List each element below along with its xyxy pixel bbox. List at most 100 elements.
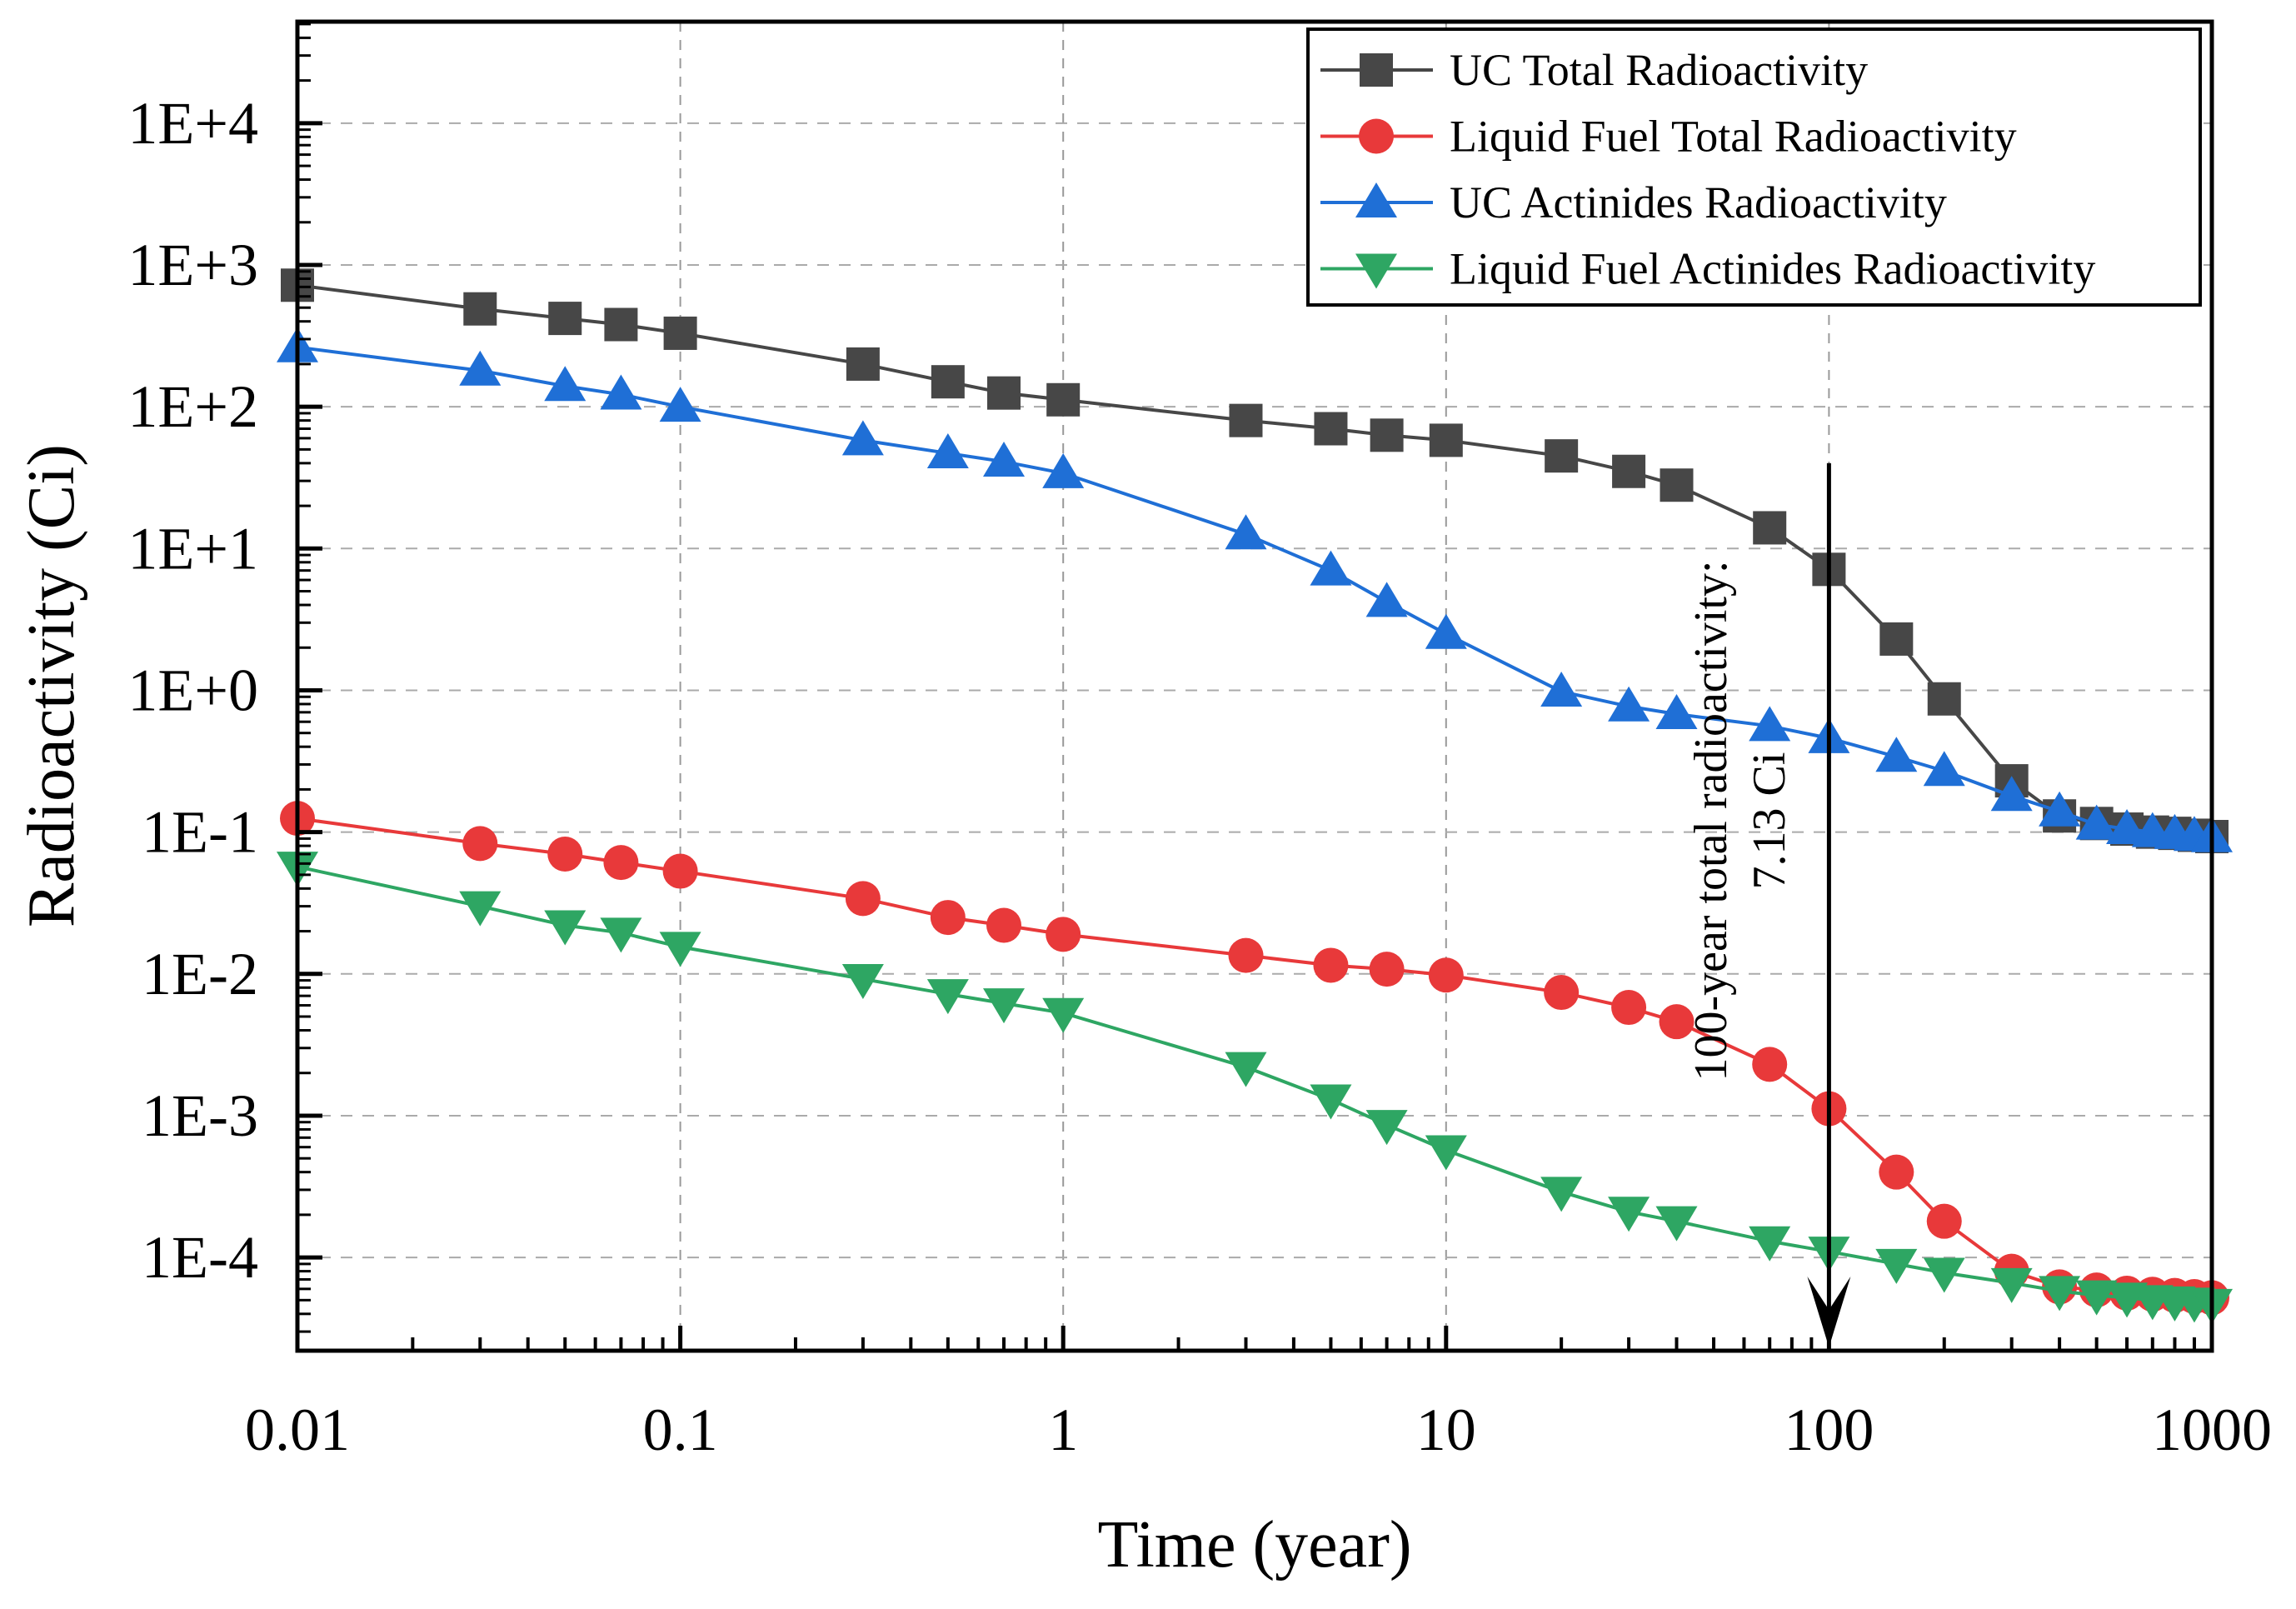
data-point [987, 376, 1021, 410]
data-point [1608, 686, 1650, 722]
y-tick-label: 1E+2 [127, 373, 258, 440]
data-point [603, 845, 639, 881]
legend-label: UC Actinides Radioactivity [1450, 177, 1947, 227]
data-point [1611, 990, 1647, 1026]
data-point [1225, 514, 1267, 550]
data-point [1046, 382, 1081, 417]
data-point [846, 347, 880, 381]
data-point [1545, 439, 1579, 473]
data-point [1429, 423, 1463, 457]
x-tick-label: 100 [1784, 1397, 1874, 1463]
series-line [297, 283, 2213, 838]
legend: UC Total Radioactivity Liquid Fuel Total … [1306, 27, 2202, 307]
data-point [600, 374, 642, 410]
data-point [544, 910, 586, 946]
legend-label: Liquid Fuel Actinides Radioactivity [1450, 244, 2095, 294]
data-point [1923, 1257, 1965, 1293]
data-point [1655, 693, 1698, 729]
data-point [926, 432, 969, 468]
data-point [1926, 1203, 1962, 1239]
data-point [2075, 804, 2118, 840]
data-point [600, 917, 642, 953]
y-tick-label: 1E+4 [127, 90, 258, 157]
series-liquid-fuel-actinides-radioactivity [277, 852, 2233, 1324]
data-point [1042, 997, 1085, 1033]
x-tick-labels: 0.01 0.1 1 10 100 1000 [245, 1397, 2272, 1463]
data-point [1749, 1226, 1791, 1262]
data-point [1879, 622, 1914, 656]
data-point [1540, 1177, 1583, 1212]
data-point [1927, 682, 1961, 716]
data-point [1655, 1206, 1698, 1242]
data-point [1752, 1047, 1788, 1082]
data-point [1749, 706, 1791, 742]
data-point [1310, 550, 1352, 586]
data-point [1310, 1084, 1352, 1120]
data-point [2039, 1276, 2081, 1312]
data-point [1879, 1154, 1914, 1190]
data-point [544, 366, 586, 402]
legend-marker [1355, 182, 1397, 217]
legend-marker [1355, 253, 1397, 289]
data-point [663, 316, 697, 350]
data-point [1228, 937, 1264, 973]
data-point [659, 387, 701, 422]
data-point [841, 963, 884, 999]
data-point [1923, 751, 1965, 787]
data-point [1425, 1135, 1467, 1171]
data-point [1428, 957, 1464, 993]
data-point [1229, 403, 1263, 437]
x-tick-label: 1 [1048, 1397, 1078, 1463]
y-tick-labels: 1E+4 1E+3 1E+2 1E+1 1E+0 1E-1 1E-2 1E-3 1E-4 [127, 90, 258, 1291]
data-point [1425, 613, 1467, 649]
data-point [459, 350, 502, 386]
y-tick-label: 1E-1 [142, 799, 258, 866]
data-point [1875, 1248, 1918, 1284]
data-point [459, 891, 502, 927]
y-tick-label: 1E+1 [127, 515, 258, 582]
data-point [2075, 1280, 2118, 1316]
data-point [1042, 452, 1085, 488]
data-point [1225, 1052, 1267, 1087]
annotation: 100-year total radioactivity: 7.13 Ci [1685, 462, 1851, 1347]
data-point [548, 302, 582, 336]
y-tick-label: 1E+0 [127, 657, 258, 723]
data-point [1612, 454, 1646, 488]
y-axis-title: Radioactivity (Ci) [15, 444, 88, 927]
plot-frame [295, 19, 2214, 1353]
series-line [297, 345, 2213, 839]
data-point [1314, 412, 1348, 446]
data-point [983, 988, 1026, 1024]
data-point [659, 932, 701, 967]
y-tick-label: 1E-3 [142, 1082, 258, 1149]
data-point [1990, 776, 2033, 812]
data-point [1753, 511, 1787, 545]
annotation-text-line1: 100-year total radioactivity: [1685, 560, 1737, 1081]
data-point [1365, 1110, 1408, 1146]
legend-label: UC Total Radioactivity [1450, 45, 1868, 95]
data-point [1875, 737, 1918, 772]
data-point [845, 881, 881, 917]
data-point [1365, 582, 1408, 617]
legend-marker [1359, 118, 1394, 154]
data-point [463, 292, 497, 326]
data-point [926, 979, 969, 1015]
x-axis-title: Time (year) [1098, 1508, 1412, 1582]
y-tick-label: 1E-4 [142, 1224, 258, 1291]
data-point [1370, 418, 1404, 452]
data-point [1990, 1267, 2033, 1303]
data-point [2039, 791, 2081, 827]
x-tick-label: 0.01 [245, 1397, 350, 1463]
data-point [1046, 917, 1081, 952]
annotation-arrow-head [1807, 1277, 1851, 1347]
legend-marker [1360, 53, 1393, 87]
data-point [986, 907, 1022, 943]
data-point [1313, 947, 1349, 983]
series-line [297, 865, 2213, 1306]
data-point [931, 365, 965, 399]
x-tick-label: 10 [1416, 1397, 1476, 1463]
data-point [2106, 809, 2149, 845]
data-point [547, 836, 583, 872]
data-point [841, 420, 884, 456]
